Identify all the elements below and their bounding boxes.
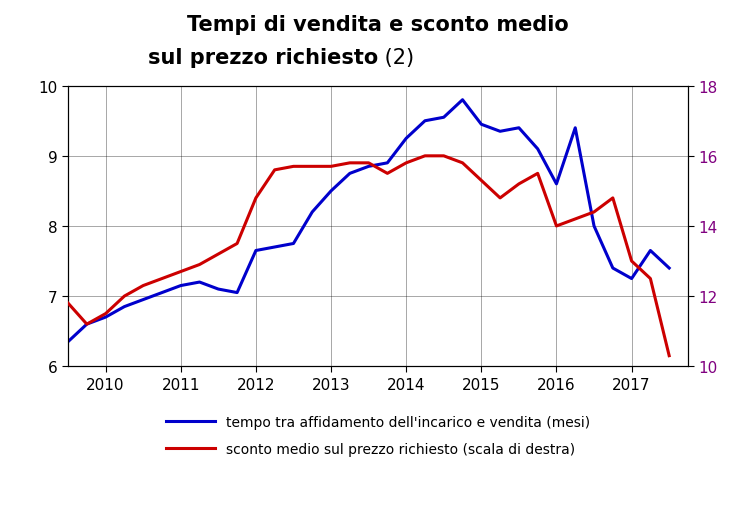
Legend: tempo tra affidamento dell'incarico e vendita (mesi), sconto medio sul prezzo ri: tempo tra affidamento dell'incarico e ve…	[166, 415, 590, 456]
Text: Tempi di vendita e sconto medio: Tempi di vendita e sconto medio	[187, 15, 569, 35]
Text: (2): (2)	[378, 48, 414, 68]
Text: sul prezzo richiesto: sul prezzo richiesto	[147, 48, 378, 68]
